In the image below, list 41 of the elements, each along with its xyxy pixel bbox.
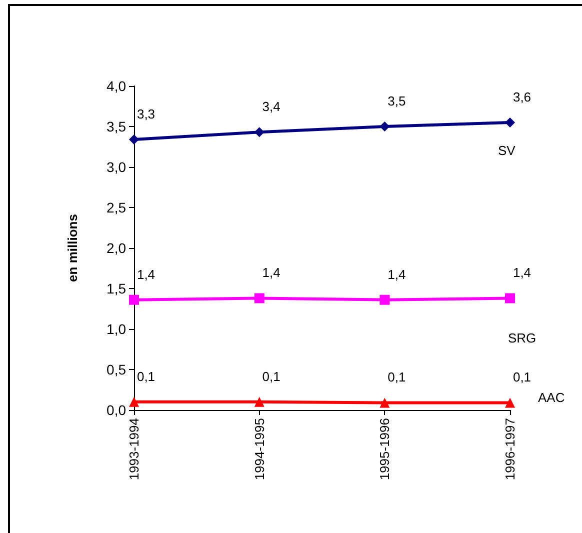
data-label: 0,1 bbox=[136, 368, 156, 384]
point bbox=[129, 134, 139, 144]
y-tick-label: 4,0 bbox=[106, 78, 126, 94]
y-tick-label: 3,5 bbox=[106, 118, 126, 134]
y-tick-label: 1,0 bbox=[106, 321, 126, 337]
series-label: AAC bbox=[538, 390, 565, 406]
data-label: 3,6 bbox=[512, 89, 532, 104]
x-tick-label: 1996-1997 bbox=[502, 418, 518, 480]
point bbox=[380, 122, 390, 132]
data-label: 1,4 bbox=[388, 266, 406, 282]
point bbox=[129, 396, 139, 407]
data-label: 1,4 bbox=[136, 266, 156, 282]
x-tick-label: 1994-1995 bbox=[252, 418, 267, 480]
point bbox=[380, 294, 390, 305]
data-label: 3,5 bbox=[388, 94, 406, 108]
point bbox=[505, 117, 515, 128]
x-tick-label: 1995-1996 bbox=[377, 418, 392, 480]
point bbox=[254, 396, 264, 407]
point bbox=[129, 294, 139, 305]
point bbox=[254, 127, 264, 138]
point bbox=[254, 293, 264, 304]
y-tick-label: 1,5 bbox=[106, 280, 126, 296]
point bbox=[380, 398, 390, 408]
x-tick-label: 1993-1994 bbox=[126, 418, 142, 480]
point bbox=[505, 398, 515, 408]
data-label: 1,4 bbox=[262, 265, 280, 280]
data-label: 1,4 bbox=[512, 265, 532, 280]
y-tick-label: 0,0 bbox=[106, 402, 126, 418]
series-label: SV bbox=[498, 142, 516, 158]
point bbox=[505, 293, 515, 304]
data-label: 0,1 bbox=[262, 368, 280, 384]
data-label: 0,1 bbox=[512, 370, 532, 385]
y-axis-title: en millions bbox=[65, 214, 80, 282]
y-tick-label: 2,0 bbox=[106, 240, 126, 256]
data-label: 3,3 bbox=[136, 106, 156, 122]
y-tick-label: 2,5 bbox=[106, 200, 126, 216]
y-tick-label: 3,0 bbox=[106, 159, 126, 175]
data-label: 3,4 bbox=[262, 99, 280, 114]
data-label: 0,1 bbox=[388, 370, 406, 385]
text: SRG bbox=[508, 330, 536, 346]
y-tick-label: 0,5 bbox=[106, 362, 126, 378]
